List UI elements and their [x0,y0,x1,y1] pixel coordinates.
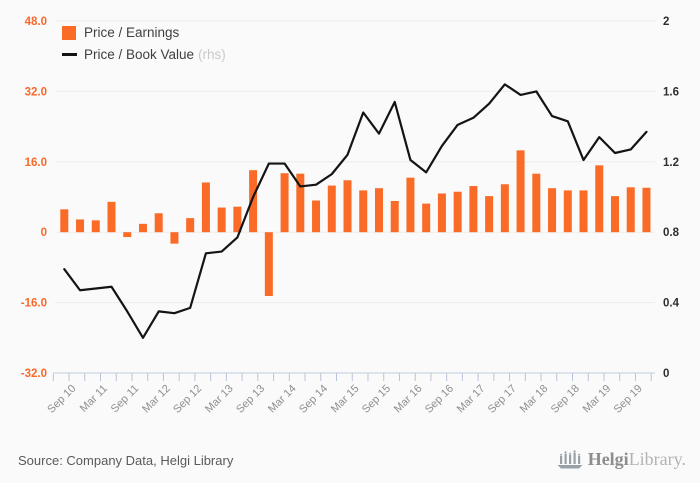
pe-bar-mar-14 [280,173,289,233]
bar-series-swatch-icon [62,25,76,40]
legend-label-price-earnings: Price / Earnings [84,25,180,40]
pe-bar-sep-14 [312,200,321,233]
pe-bar-jun-19 [610,196,619,233]
left-axis-label: 0 [41,227,47,239]
x-axis-label: Mar 13 [203,383,236,416]
legend-item-price-earnings[interactable]: Price / Earnings [62,25,226,40]
legend-label-price-book-value: Price / Book Value [84,47,195,62]
pe-bar-jun-18 [548,188,557,233]
pe-bar-dec-18 [579,190,588,233]
pe-bar-sep-12 [186,218,195,233]
left-axis-label: -16.0 [21,298,47,310]
pe-bar-mar-16 [406,177,415,233]
left-axis-label: 16.0 [25,157,47,169]
pe-bar-jun-16 [422,203,431,233]
chart-legend: Price / Earnings Price / Book Value (rhs… [62,25,226,62]
pe-bar-dec-11 [138,223,147,233]
pe-bar-jun-12 [170,232,179,244]
chart-svg: 48.0 32.0 16.0 0 -16.0 -32.0 2 1.6 1.2 0.8 0.4 0 Sep… [21,16,680,416]
pe-bar-dec-17 [516,150,525,233]
pe-bar-sep-13 [249,170,258,233]
pe-bar-dec-16 [453,191,462,233]
pe-bar-dec-13 [264,232,273,296]
x-axis-label: Sep 15 [360,383,393,416]
pe-bar-sep-11 [123,232,132,238]
right-axis-label: 0.4 [663,298,680,310]
x-axis-label: Sep 12 [171,383,204,416]
x-axis-label: Sep 11 [109,383,142,416]
pe-bar-mar-18 [532,173,541,233]
legend-item-price-book-value[interactable]: Price / Book Value (rhs) [62,47,226,62]
x-axis-label: Mar 12 [140,383,173,416]
right-axis-label: 1.6 [663,86,679,98]
x-axis-label: Sep 18 [549,383,582,416]
x-axis-label: Mar 18 [518,383,551,416]
source-note: Source: Company Data, Helgi Library [18,453,234,468]
x-axis-label: Sep 19 [612,383,645,416]
x-axis-label: Sep 14 [297,383,330,416]
helgi-library-logo[interactable]: HelgiLibrary. [557,449,686,470]
logo-library-text: Library. [628,449,686,469]
pb-line [63,83,648,339]
left-axis-label: -32.0 [21,368,47,380]
right-axis-label: 1.2 [663,157,679,169]
pe-bar-mar-13 [217,207,226,233]
pe-bar-dec-19 [642,187,651,233]
pe-bar-mar-17 [469,186,478,233]
pe-bar-dec-10 [76,219,85,233]
pe-bar-jun-15 [359,190,368,233]
x-axis-label: Mar 11 [78,383,110,415]
helgi-castle-icon [557,450,583,469]
pe-bar-sep-10 [60,209,69,233]
x-axis-label: Sep 13 [234,383,267,416]
x-axis-label: Mar 15 [329,383,362,416]
x-axis-label: Sep 16 [423,383,456,416]
pe-bar-mar-19 [595,165,604,233]
pe-bar-mar-12 [154,213,163,233]
legend-rhs-note: (rhs) [198,47,226,62]
pe-bar-dec-14 [327,185,336,233]
logo-helgi-text: Helgi [587,449,629,469]
right-axis-label: 0 [663,368,669,380]
pe-bar-sep-18 [563,190,572,233]
pe-bar-jun-11 [107,201,116,233]
right-axis-label: 2 [663,16,669,28]
line-series-swatch-icon [62,53,77,56]
x-axis-label: Mar 16 [392,383,425,416]
pe-bar-jun-13 [233,206,242,233]
pe-bar-jun-14 [296,173,305,233]
left-axis-label: 48.0 [25,16,47,28]
logo-wordmark: HelgiLibrary. [588,449,686,470]
pe-bar-sep-16 [437,193,446,233]
x-axis-label: Mar 19 [581,383,614,416]
pe-bar-sep-15 [374,188,383,233]
x-axis-label: Sep 10 [45,383,78,416]
pe-bar-mar-15 [343,180,352,233]
pe-bar-sep-17 [500,184,509,233]
pe-bar-jun-17 [485,196,494,233]
pe-bar-dec-12 [201,182,210,233]
x-axis-label: Sep 17 [486,383,519,416]
pe-bar-sep-19 [626,187,635,233]
pe-bar-mar-11 [91,220,100,233]
x-axis-label: Mar 14 [266,383,299,416]
x-axis-label: Mar 17 [455,383,488,416]
right-axis-label: 0.8 [663,227,680,239]
left-axis-label: 32.0 [25,86,47,98]
pe-bar-dec-15 [390,200,399,233]
